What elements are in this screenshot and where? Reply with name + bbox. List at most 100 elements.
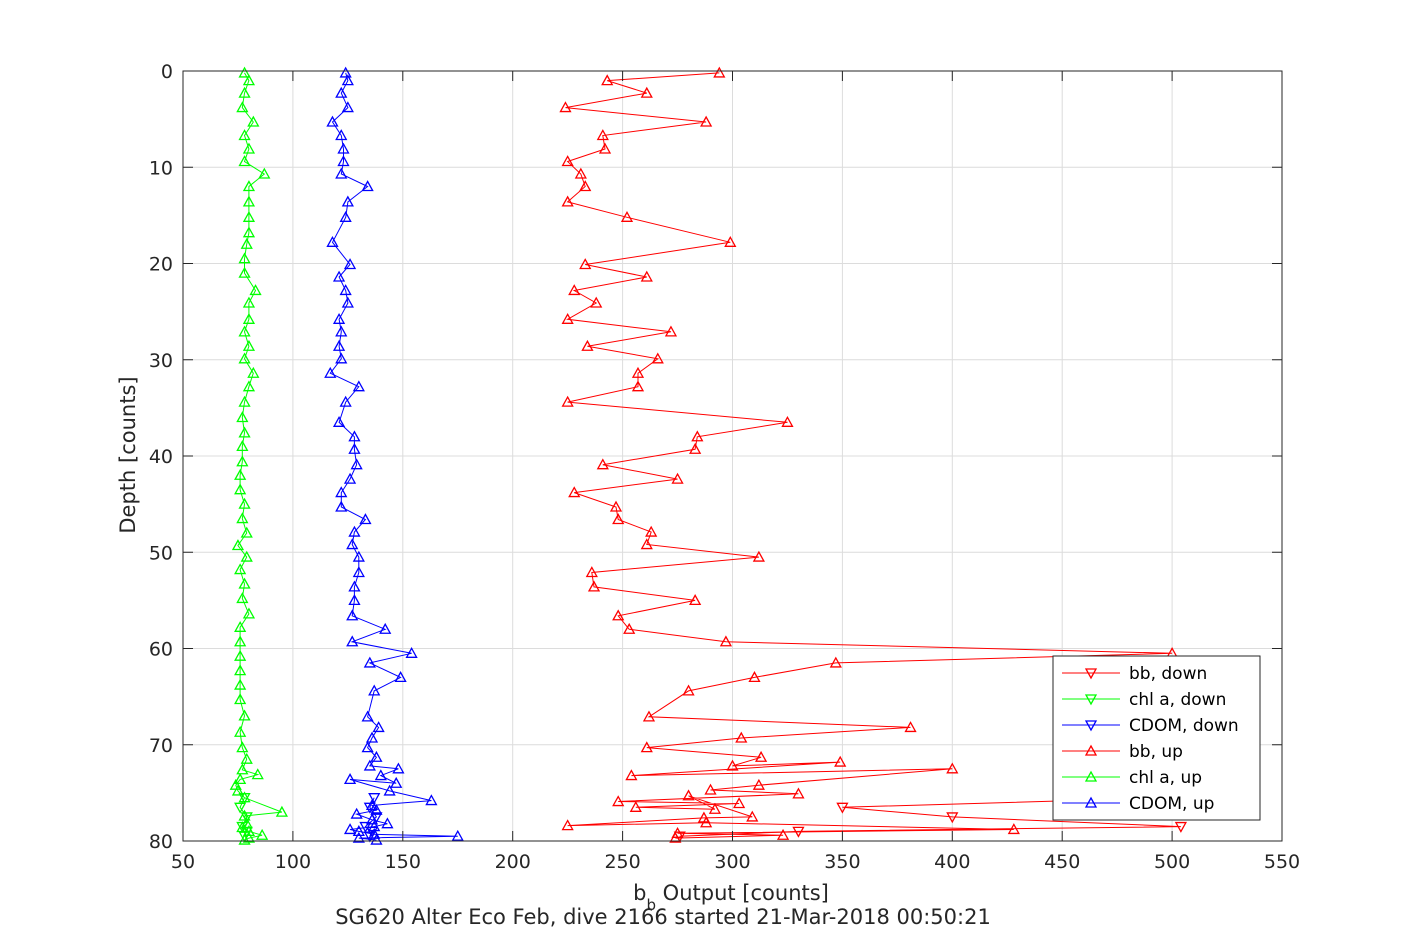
legend-label-cdom-down: CDOM, down: [1129, 716, 1239, 736]
data-point-chl-a-up: [234, 620, 247, 632]
data-point-bb-up: [623, 622, 636, 634]
x-tick-label: 100: [275, 851, 311, 873]
data-point-chl-a-up: [236, 592, 249, 604]
series-cdom-up: [324, 66, 464, 845]
data-point-bb-up: [781, 415, 794, 427]
data-point-bb-up: [620, 210, 634, 222]
data-point-cdom-up: [368, 684, 381, 696]
data-point-bb-up: [735, 731, 748, 743]
data-point-chl-a-up: [234, 649, 247, 661]
data-point-bb-up: [596, 129, 609, 141]
series-line-cdom-up: [329, 72, 458, 841]
data-point-chl-a-up: [236, 440, 249, 452]
data-point-bb-up: [585, 566, 598, 578]
legend-label-chl-a-down: chl a, down: [1129, 690, 1226, 710]
data-point-chl-a-up: [234, 678, 247, 690]
data-point-cdom-up: [379, 622, 392, 634]
data-point-bb-up: [625, 769, 638, 781]
data-point-bb-up: [719, 635, 733, 647]
data-point-bb-up: [612, 609, 625, 621]
data-point-chl-a-up: [242, 210, 256, 222]
data-point-bb-up: [640, 270, 653, 282]
data-point-chl-a-up: [258, 167, 271, 179]
y-tick-label: 70: [149, 735, 173, 757]
data-point-chl-a-up: [236, 821, 249, 833]
data-point-cdom-up: [339, 66, 352, 78]
data-point-cdom-up: [326, 115, 339, 127]
data-point-chl-a-up: [242, 226, 256, 238]
data-point-chl-a-up: [234, 693, 247, 705]
data-point-chl-a-up: [247, 115, 260, 127]
y-tick-label: 80: [149, 831, 173, 853]
data-point-cdom-up: [365, 813, 379, 825]
data-point-bb-up: [708, 802, 722, 814]
data-point-bb-up: [682, 789, 695, 801]
data-point-cdom-up: [346, 635, 359, 647]
data-point-bb-up: [587, 580, 601, 592]
data-point-chl-a-up: [234, 664, 247, 676]
data-point-cdom-up: [350, 807, 363, 819]
data-point-chl-a-up: [242, 296, 256, 308]
data-point-cdom-up: [332, 270, 346, 282]
data-point-chl-a-up: [236, 101, 249, 113]
data-point-chl-a-up: [251, 768, 264, 780]
data-point-bb-up: [640, 86, 653, 98]
data-point-cdom-up: [381, 817, 394, 829]
data-point-cdom-up: [341, 296, 354, 308]
data-point-cdom-up: [392, 762, 405, 774]
data-point-cdom-up: [343, 258, 357, 270]
y-tick-label: 10: [149, 157, 173, 179]
data-point-chl-a-up: [238, 129, 251, 141]
data-point-chl-a-up: [238, 426, 251, 438]
data-point-cdom-up: [346, 538, 359, 550]
data-point-bb-up: [691, 430, 704, 442]
data-point-bb-up: [748, 671, 761, 683]
data-point-chl-a-up: [238, 66, 251, 78]
data-point-bb-up: [946, 762, 959, 774]
data-point-cdom-down: [363, 831, 376, 843]
legend-label-bb-up: bb, up: [1129, 742, 1183, 762]
data-point-cdom-up: [339, 210, 352, 222]
data-point-cdom-up: [348, 442, 361, 454]
data-point-cdom-up: [374, 769, 387, 781]
data-point-cdom-up: [370, 833, 383, 845]
data-point-cdom-up: [326, 235, 339, 247]
chart-caption: SG620 Alter Eco Feb, dive 2166 started 2…: [335, 905, 991, 929]
data-point-chl-a-up: [240, 752, 253, 764]
data-point-bb-up: [689, 594, 702, 606]
data-point-cdom-up: [363, 656, 376, 668]
series-chl-a-up: [229, 66, 289, 845]
data-point-chl-a-up: [249, 284, 262, 296]
x-axis-label-subscript: b: [646, 896, 656, 914]
data-point-chl-a-down: [240, 812, 253, 824]
data-point-bb-up: [574, 167, 587, 179]
data-point-chl-a-up: [275, 805, 289, 817]
data-point-bb-up: [631, 380, 645, 392]
data-point-bb-down: [1174, 821, 1187, 833]
data-point-cdom-up: [365, 731, 379, 743]
data-point-chl-a-up: [236, 512, 249, 524]
data-point-bb-up: [682, 684, 695, 696]
data-point-bb-up: [704, 783, 717, 795]
data-point-cdom-up: [405, 646, 418, 658]
data-point-cdom-up: [352, 825, 365, 837]
data-point-bb-up: [601, 74, 614, 86]
data-point-bb-up: [669, 831, 682, 843]
data-point-chl-a-up: [242, 380, 256, 392]
data-point-chl-a-up: [238, 155, 251, 167]
y-axis-label: Depth [counts]: [116, 376, 140, 533]
data-point-bb-up: [612, 513, 625, 525]
data-point-chl-a-up: [242, 180, 256, 192]
y-tick-label: 50: [149, 542, 173, 564]
data-point-bb-up: [561, 155, 574, 167]
x-tick-label: 450: [1044, 851, 1080, 873]
data-point-chl-a-up: [238, 497, 251, 509]
data-point-cdom-up: [343, 773, 357, 785]
x-tick-label: 400: [934, 851, 970, 873]
data-point-cdom-up: [337, 142, 350, 154]
data-point-bb-up: [732, 797, 746, 809]
y-tick-label: 0: [161, 61, 173, 83]
legend-marker-bb-down: [1084, 668, 1098, 680]
data-point-bb-up: [829, 656, 842, 668]
